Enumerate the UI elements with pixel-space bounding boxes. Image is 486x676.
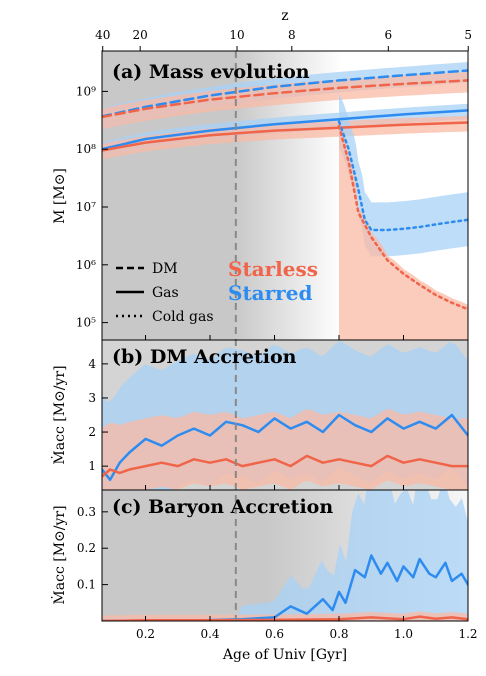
x-tick-label: 0.6 — [265, 627, 284, 641]
y-tick-label-b: 4 — [88, 357, 96, 371]
legend-starred: Starred — [228, 281, 312, 305]
panel-b-series — [102, 413, 468, 482]
series-line-a-dm-starred — [102, 69, 468, 118]
legend-starless: Starless — [228, 257, 318, 281]
y-tick-label-c: 0.2 — [77, 541, 96, 555]
top-axis-label: z — [281, 8, 288, 24]
panel-a-series — [102, 69, 468, 311]
y-tick-label-c: 0.1 — [77, 578, 96, 592]
x-axis-label: Age of Univ [Gyr] — [222, 647, 347, 663]
y-tick-label-a: 10⁶ — [76, 258, 96, 272]
x-tick-label: 0.8 — [329, 627, 348, 641]
series-line-c-starred — [102, 554, 468, 621]
top-tick-label: 10 — [229, 28, 244, 42]
y-tick-label-b: 3 — [88, 391, 96, 405]
panel-b-ylabel: Ṁacc [M⊙/yr] — [50, 365, 68, 464]
top-tick-label: 5 — [464, 28, 472, 42]
panel-c-title: (c) Baryon Accretion — [112, 496, 333, 518]
series-line-a-cold-gas-starred — [337, 120, 468, 232]
x-tick-label: 1.2 — [458, 627, 477, 641]
legend-gas-label: Gas — [152, 285, 179, 301]
top-tick-label: 40 — [95, 28, 110, 42]
axis-ticks: 0.2 0.4 0.6 0.8 1.0 1.2 40 20 10 8 6 5 10⁵ 10⁶ 10⁷ 10⁸ 1… — [76, 28, 478, 641]
series-line-b-starred — [102, 413, 468, 482]
legend-dm-label: DM — [152, 261, 178, 277]
series-line-c-starless — [102, 615, 468, 621]
series-line-a-cold-gas-starless — [337, 124, 468, 311]
y-tick-label-a: 10⁵ — [76, 316, 96, 330]
band-baryon-accretion-starred — [102, 490, 468, 621]
top-tick-label: 8 — [288, 28, 296, 42]
band-dm-starless — [102, 71, 468, 130]
top-tick-label: 6 — [384, 28, 392, 42]
panel-a-title: (a) Mass evolution — [112, 61, 310, 83]
x-tick-label: 0.2 — [136, 627, 155, 641]
panel-b-title: (b) DM Accretion — [112, 346, 297, 368]
y-tick-label-a: 10⁸ — [76, 142, 96, 156]
panel-a-ylabel: M [M⊙] — [52, 168, 68, 224]
series-line-a-gas-starless — [102, 121, 468, 152]
y-tick-label-b: 2 — [88, 425, 96, 439]
band-coldgas-starred — [339, 94, 468, 257]
y-tick-label-a: 10⁷ — [76, 200, 96, 214]
top-tick-label: 20 — [133, 28, 148, 42]
y-tick-label-b: 1 — [88, 459, 96, 473]
panel-c-frame — [101, 489, 469, 622]
x-tick-label: 0.4 — [200, 627, 219, 641]
panel-c-ylabel: Ṁacc [M⊙/yr] — [50, 505, 68, 604]
series-line-a-gas-starred — [102, 109, 468, 151]
band-coldgas-starless — [339, 121, 468, 340]
y-tick-label-c: 0.3 — [77, 505, 96, 519]
legend-styles: DM Gas Cold gas — [116, 261, 214, 325]
legend-coldgas-label: Cold gas — [152, 309, 214, 325]
x-tick-label: 1.0 — [394, 627, 413, 641]
series-line-b-starless — [102, 454, 468, 478]
panel-c-series — [102, 554, 468, 621]
y-tick-label-a: 10⁹ — [76, 84, 96, 98]
series-line-a-dm-starless — [102, 79, 468, 119]
